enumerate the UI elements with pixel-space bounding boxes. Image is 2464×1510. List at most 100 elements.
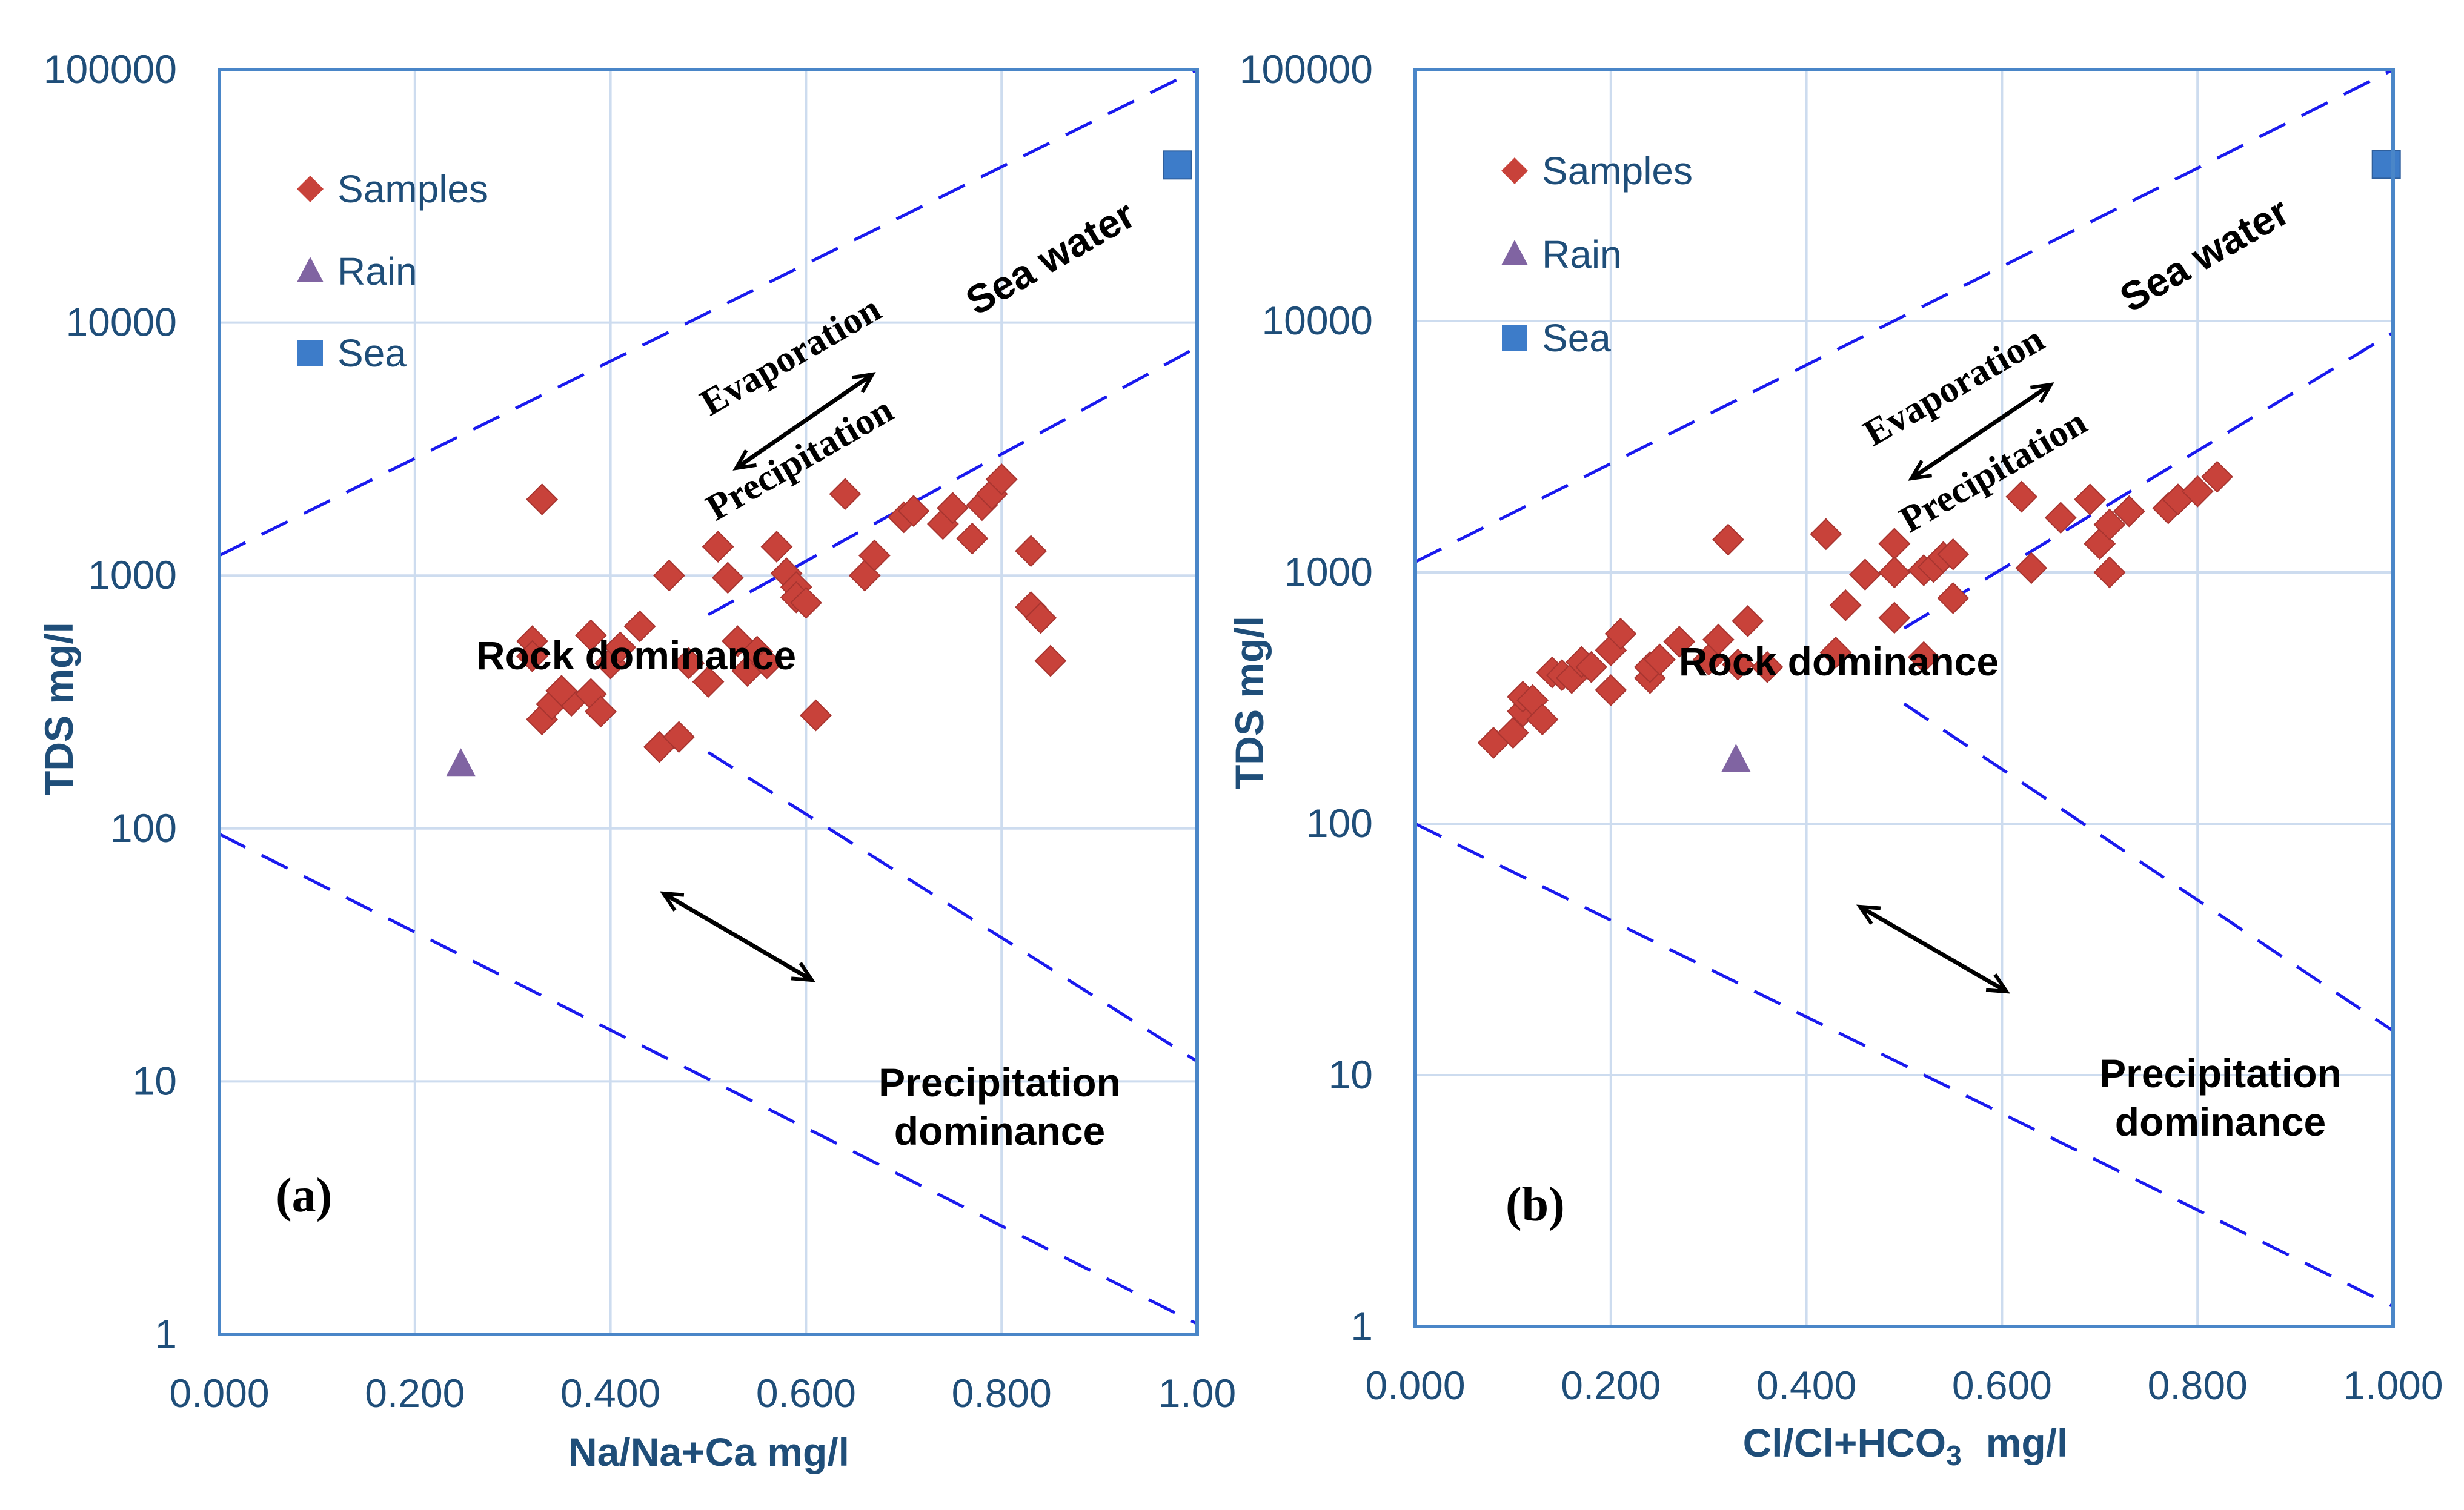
annotation-precipitation-dominance-1: Precipitation [878, 1060, 1121, 1105]
legend-label: Rain [337, 250, 417, 293]
x-tick-label: 0.200 [1561, 1363, 1661, 1408]
sample-point [663, 721, 695, 753]
y-axis-label-b: TDS mg/l [1227, 616, 1272, 789]
sample-point [1496, 717, 1529, 749]
sample-point [1937, 538, 1970, 571]
sample-point [2074, 483, 2107, 516]
legend-marker-rain [1501, 240, 1528, 265]
x-axis-label-b: Cl/Cl+HCO3 mg/l [1743, 1420, 2068, 1471]
sample-point [2201, 460, 2233, 493]
dominance-arrow-head [1856, 904, 1881, 925]
annotation-rock-dominance: Rock dominance [476, 633, 796, 678]
sample-point [2181, 475, 2214, 508]
sample-point [800, 699, 832, 732]
legend-marker-sea [1502, 325, 1527, 351]
sample-point [604, 631, 637, 664]
legend-marker-samples [1501, 157, 1528, 184]
boundary-line [1903, 331, 2393, 630]
sample-point [789, 586, 822, 619]
y-tick-label: 100 [1306, 801, 1373, 846]
x-tick-label: 0.600 [1952, 1363, 2052, 1408]
sample-point [760, 531, 793, 563]
plot-frame-a [218, 68, 1199, 1336]
ticks-a: 0.000 0.200 0.400 0.600 0.800 1.00 1 10 100 1000 1… [44, 47, 1236, 1416]
panel-a: 0.000 0.200 0.400 0.600 0.800 1.00 1 10 100 1000 1… [36, 47, 1236, 1474]
sample-point [2093, 508, 2126, 541]
x-tick-label: 0.200 [365, 1371, 465, 1416]
x-axis-label-b-unit: mg/l [1986, 1420, 2068, 1465]
markers-b [1477, 150, 2401, 772]
x-tick-label: 0.400 [1756, 1363, 1856, 1408]
legend-label: Sea [337, 331, 407, 375]
sample-point [653, 559, 685, 592]
x-tick-label: 0.000 [1365, 1363, 1465, 1408]
legend-marker-rain [297, 257, 324, 282]
sample-point [1732, 605, 1764, 637]
sample-point [1722, 648, 1755, 681]
sample-point [2044, 502, 2077, 534]
sample-point [672, 647, 705, 680]
boundary-line [219, 832, 1197, 1325]
sample-point [1819, 636, 1852, 669]
annotation-precipitation-dominance-1: Precipitation [2099, 1051, 2342, 1096]
sample-point [574, 619, 607, 652]
evaporation-arrow-head [1908, 460, 1933, 481]
x-tick-label: 0.800 [952, 1371, 1052, 1416]
sample-point [1751, 651, 1784, 683]
sample-point [711, 561, 744, 594]
sample-point [2015, 552, 2048, 584]
sample-point [692, 666, 725, 698]
sample-point [1810, 518, 1842, 551]
sample-point [1663, 626, 1696, 658]
sample-point [1024, 601, 1057, 634]
sample-point [1526, 703, 1559, 736]
dominance-arrow-head [1985, 973, 2010, 994]
panel-label-b: (b) [1506, 1178, 1565, 1231]
y-tick-label: 1 [1350, 1303, 1373, 1348]
legend-a: Samples Rain Sea [297, 167, 488, 375]
sample-point [526, 483, 559, 515]
legend-b: Samples Rain Sea [1501, 149, 1693, 360]
rain-point [1721, 744, 1751, 772]
y-tick-label: 100000 [1240, 47, 1373, 91]
sea-point [2371, 150, 2401, 179]
sample-point [2113, 495, 2145, 528]
boundary-line [707, 750, 1197, 1063]
sample-point [985, 463, 1018, 495]
x-tick-label: 0.400 [560, 1371, 660, 1416]
y-tick-label: 100000 [44, 47, 177, 91]
markers-a [446, 150, 1192, 777]
plot-frame-b [1413, 68, 2395, 1328]
x-axis-label-a: Na/Na+Ca mg/l [568, 1429, 849, 1474]
panel-label-a: (a) [276, 1169, 332, 1222]
y-tick-label: 10 [133, 1058, 177, 1103]
sample-point [1034, 644, 1067, 677]
sample-point [1878, 556, 1911, 589]
sample-point [1702, 623, 1735, 656]
dominance-arrow [1859, 904, 2008, 994]
sample-point [1907, 641, 1940, 674]
ticks-b: 0.000 0.200 0.400 0.600 0.800 1.000 1 10 100 1000… [1240, 47, 2443, 1408]
sample-point [516, 640, 548, 672]
sample-point [2005, 480, 2038, 513]
evaporation-arrow-head [732, 449, 757, 471]
sample-point [937, 492, 969, 525]
evaporation-arrow [1910, 383, 2052, 480]
annotation-rock-dominance: Rock dominance [1679, 639, 1999, 684]
annotation-precipitation-dominance-2: dominance [2115, 1099, 2326, 1144]
sample-point [2093, 556, 2126, 589]
y-tick-label: 100 [110, 806, 177, 850]
y-tick-label: 1000 [88, 552, 177, 597]
y-tick-label: 10000 [1261, 298, 1373, 343]
legend-label: Sea [1542, 316, 1611, 360]
sample-point [623, 610, 656, 643]
legend-marker-samples [297, 176, 324, 202]
y-tick-label: 1 [154, 1311, 177, 1356]
evaporation-arrow-head [851, 372, 876, 394]
sample-point [545, 675, 578, 707]
boundary-line [1903, 702, 2393, 1032]
legend-label: Samples [1542, 149, 1693, 193]
sample-point [1712, 523, 1744, 556]
